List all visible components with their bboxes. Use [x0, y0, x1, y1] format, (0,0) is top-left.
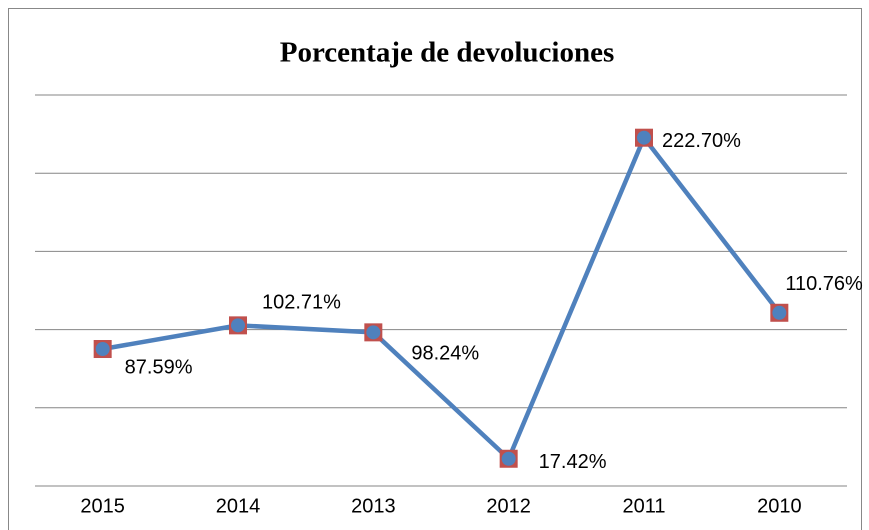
data-label: 17.42% — [539, 451, 607, 473]
marker-dot — [95, 342, 110, 357]
marker-dot — [772, 305, 787, 320]
x-tick-label: 2013 — [351, 495, 396, 517]
data-label: 222.70% — [662, 130, 741, 152]
line — [102, 135, 782, 462]
marker-dot — [501, 451, 516, 466]
data-label: 110.76% — [785, 273, 863, 295]
marker-dot — [637, 130, 651, 145]
x-tick-label: 2012 — [486, 495, 531, 517]
data-label: 87.59% — [125, 356, 193, 378]
x-tick-label: 2014 — [216, 495, 261, 517]
chart-title: Porcentaje de devoluciones — [280, 37, 615, 69]
data-label: 98.24% — [411, 343, 479, 365]
x-tick-label: 2010 — [757, 495, 802, 517]
marker-dot — [231, 318, 245, 333]
x-tick-label: 2011 — [622, 495, 665, 517]
marker-dot — [366, 325, 381, 340]
chart-frame — [8, 8, 862, 530]
data-label: 102.71% — [262, 292, 341, 314]
x-tick-label: 2015 — [80, 495, 125, 517]
